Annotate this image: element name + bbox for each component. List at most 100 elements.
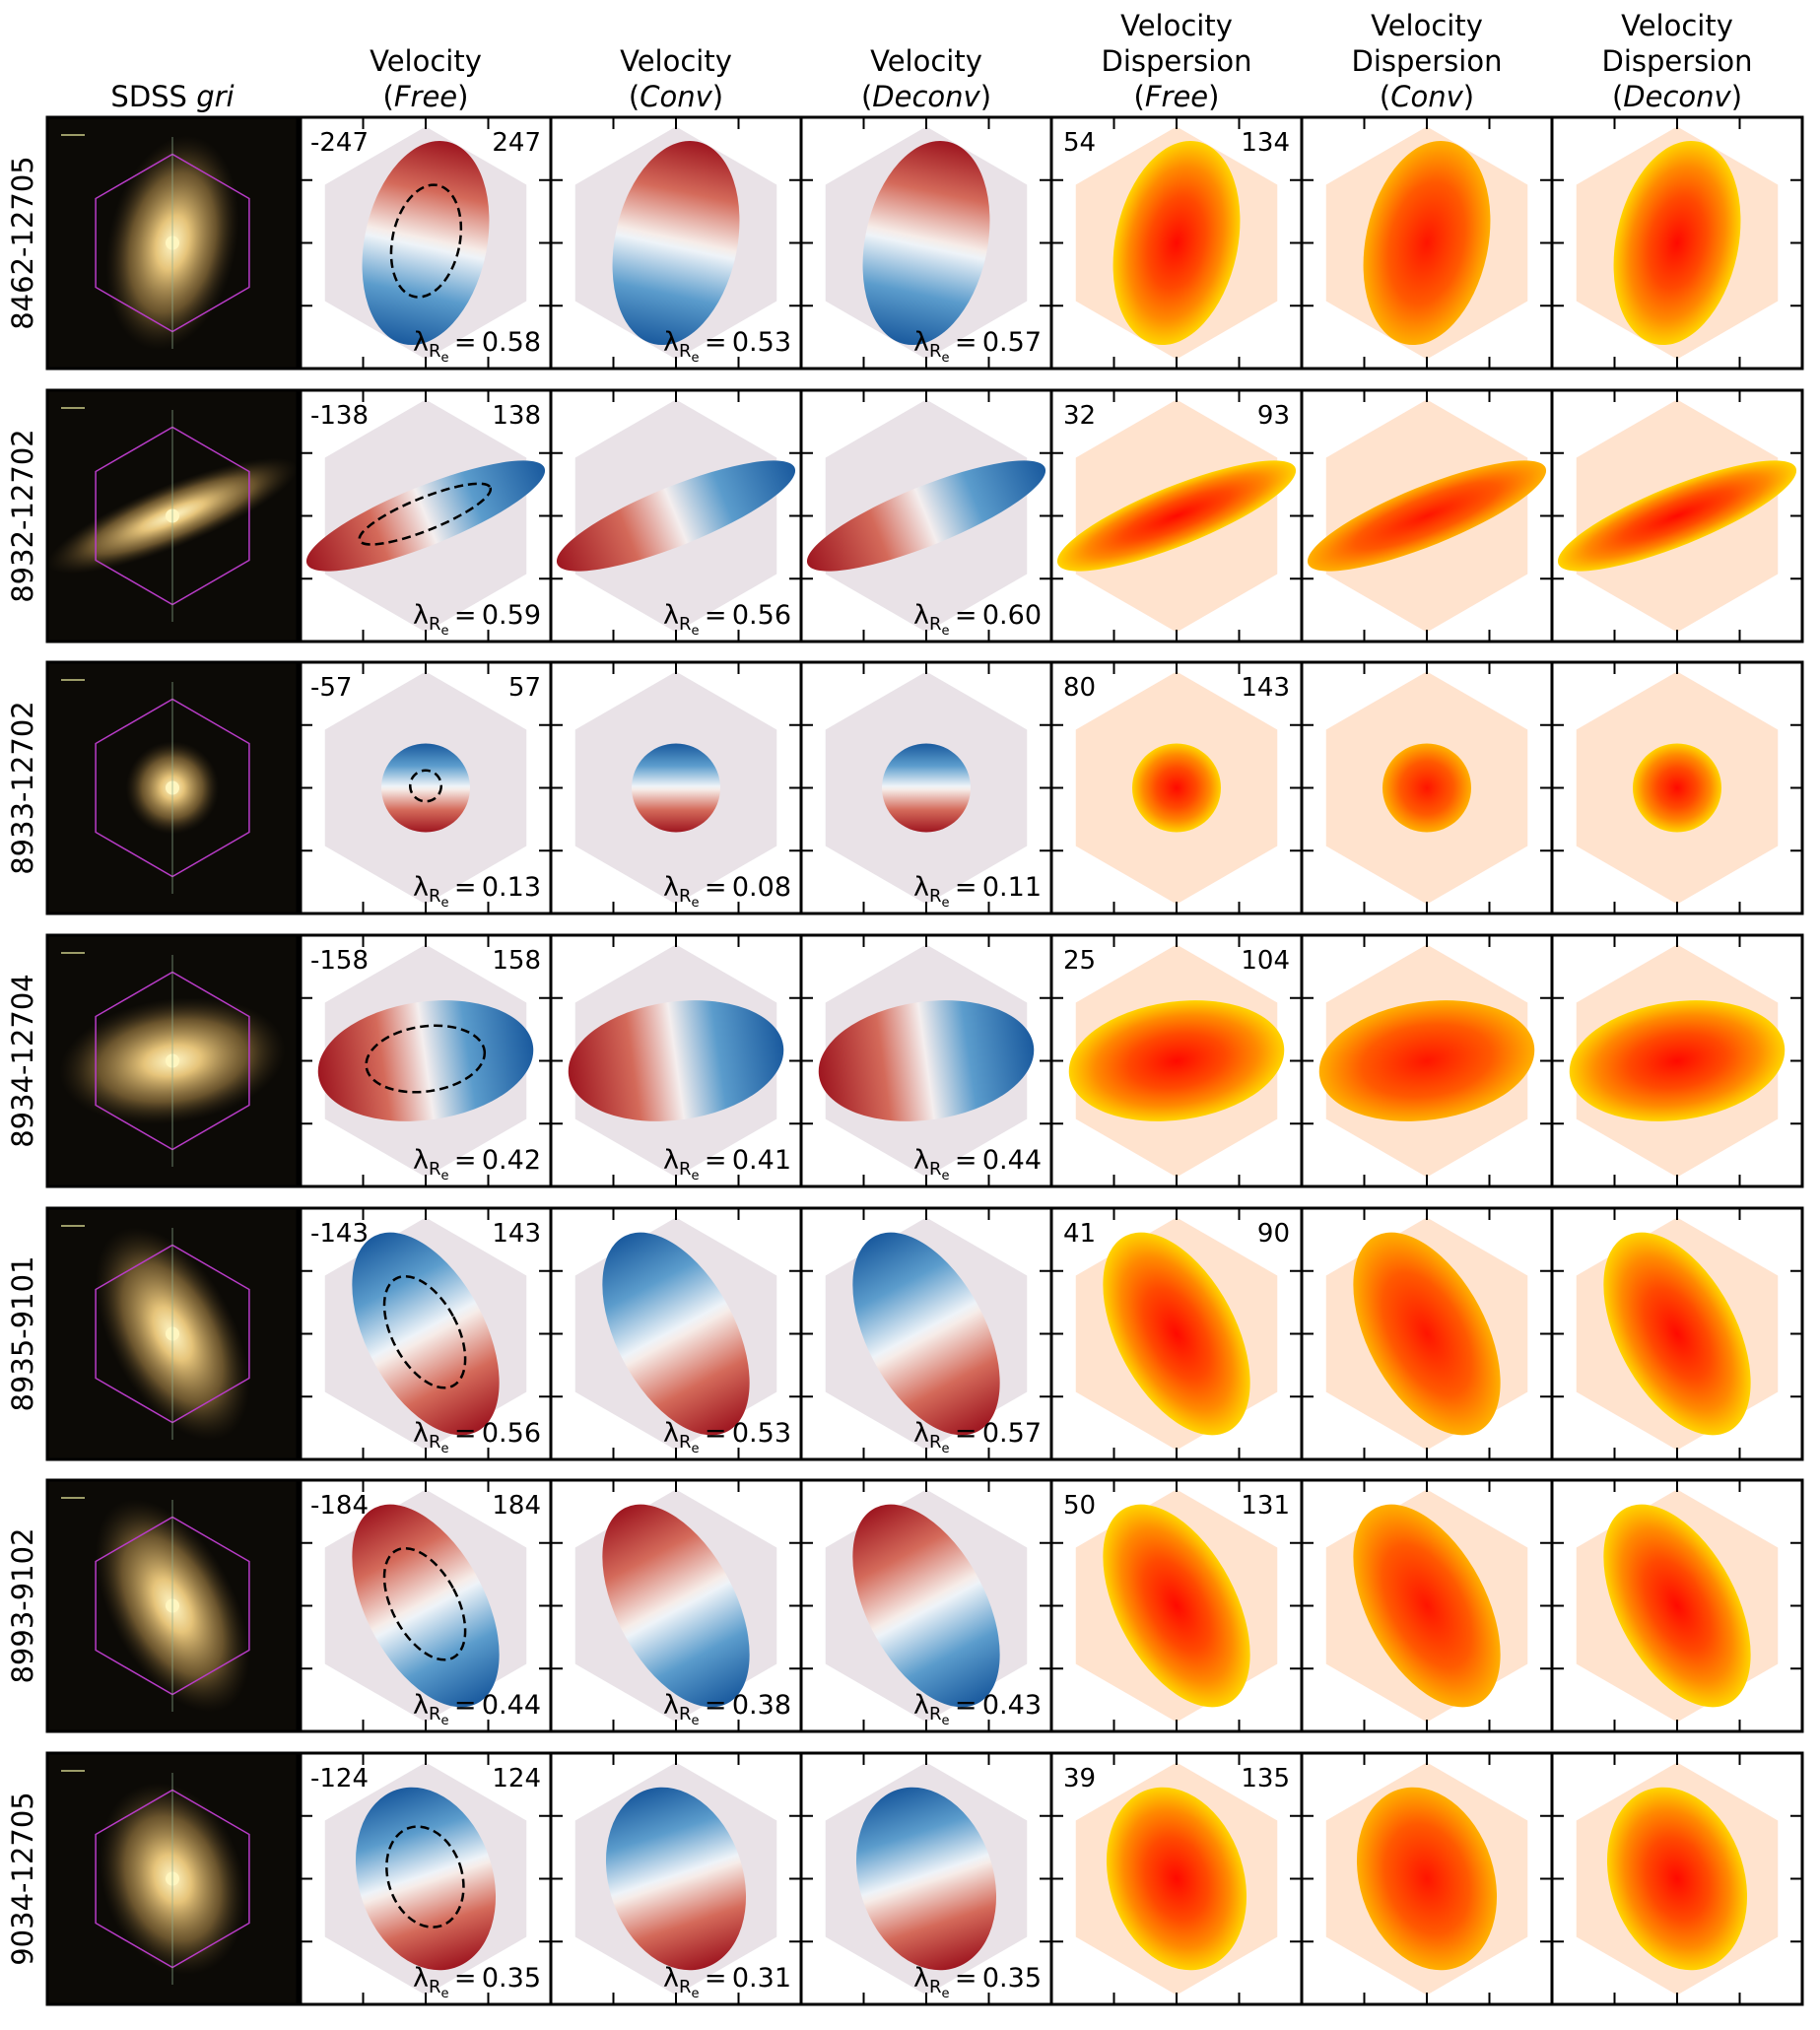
dispersion-map (1056, 460, 1297, 572)
velocity-max-label: 184 (492, 1491, 541, 1521)
lambda-re-label: λRe = 0.56 (663, 600, 791, 639)
dispersion-max-label: 134 (1241, 128, 1290, 158)
dispersion-min-label: 54 (1063, 128, 1096, 158)
velocity-max-label: 143 (492, 1219, 541, 1249)
lambda-re-label: λRe = 0.42 (413, 1145, 541, 1184)
lambda-re-label: λRe = 0.53 (663, 327, 791, 366)
panel-disp_free: 25 104 (1049, 933, 1304, 1188)
velocity-map (852, 1504, 1000, 1708)
panel-disp_free: 50 131 (1049, 1478, 1304, 1733)
re-ellipse (382, 1546, 467, 1661)
galaxy-row: 8932-12702 -138 138 λRe = 0.59 λRe = 0.56 λRe… (6, 388, 1804, 643)
dispersion-map (1103, 1232, 1250, 1436)
lambda-re-label: λRe = 0.13 (413, 872, 541, 911)
panel-disp_conv (1300, 115, 1554, 371)
row-label: 8934-12704 (6, 974, 39, 1148)
lambda-re-label: λRe = 0.35 (913, 1963, 1042, 2001)
lambda-re-label: λRe = 0.44 (913, 1145, 1042, 1184)
velocity-map (352, 1232, 500, 1436)
lambda-re-label: λRe = 0.31 (663, 1963, 791, 2001)
dispersion-map (1603, 1232, 1751, 1436)
velocity-min-label: -124 (310, 1764, 369, 1793)
panel-disp_free: 41 90 (1049, 1206, 1304, 1461)
panel-frame (45, 1206, 300, 1461)
panel-disp_deconv (1550, 388, 1804, 643)
panel-vel_conv: λRe = 0.53 (549, 115, 803, 371)
panel-sdss (45, 933, 300, 1188)
panel-disp_free: 80 143 (1049, 660, 1304, 915)
dispersion-map (1132, 743, 1221, 833)
panel-vel_deconv: λRe = 0.57 (799, 1206, 1053, 1461)
dispersion-map (1613, 140, 1741, 346)
dispersion-max-label: 143 (1241, 673, 1290, 703)
lambda-re-label: λRe = 0.11 (913, 872, 1042, 911)
galaxy-row: 8993-9102 -184 184 λRe = 0.44 λRe = 0.38 λRe … (6, 1478, 1804, 1733)
column-header-disp_conv: (Conv) (1380, 80, 1474, 113)
re-ellipse (358, 482, 493, 546)
velocity-min-label: -184 (310, 1491, 369, 1521)
lambda-re-label: λRe = 0.56 (413, 1418, 541, 1456)
row-label: 8993-9102 (6, 1527, 39, 1683)
panel-vel_conv: λRe = 0.53 (549, 1206, 803, 1461)
panel-vel_free: -143 143 λRe = 0.56 (299, 1206, 553, 1461)
panel-vel_deconv: λRe = 0.57 (799, 115, 1053, 371)
velocity-max-label: 124 (492, 1764, 541, 1793)
lambda-re-label: λRe = 0.53 (663, 1418, 791, 1456)
velocity-map (352, 1504, 500, 1708)
column-header-disp_free: Dispersion (1102, 44, 1252, 78)
lambda-re-label: λRe = 0.59 (413, 600, 541, 639)
lambda-re-label: λRe = 0.60 (913, 600, 1042, 639)
panel-sdss (45, 660, 300, 915)
row-label: 8933-12702 (6, 701, 39, 875)
dispersion-map (1103, 1504, 1250, 1708)
dispersion-map (1606, 1787, 1748, 1971)
column-header-vel_conv: (Conv) (629, 80, 723, 113)
velocity-max-label: 138 (492, 401, 541, 431)
panel-vel_free: -57 57 λRe = 0.13 (299, 660, 553, 915)
dispersion-map (1307, 460, 1547, 572)
panel-disp_deconv (1550, 933, 1804, 1188)
panel-vel_free: -124 124 λRe = 0.35 (299, 1751, 553, 2006)
panel-vel_conv: λRe = 0.41 (549, 933, 803, 1188)
panel-disp_free: 39 135 (1049, 1751, 1304, 2006)
velocity-max-label: 57 (508, 673, 541, 703)
panel-frame (45, 115, 300, 371)
panel-disp_conv (1300, 933, 1554, 1188)
lambda-re-label: λRe = 0.35 (413, 1963, 541, 2001)
velocity-map (605, 1787, 747, 1971)
re-ellipse (385, 1825, 465, 1928)
dispersion-map (1353, 1232, 1501, 1436)
panel-disp_conv (1300, 388, 1554, 643)
dispersion-map (1112, 140, 1241, 346)
panel-vel_free: -184 184 λRe = 0.44 (299, 1478, 553, 1733)
dispersion-max-label: 135 (1241, 1764, 1290, 1793)
panel-sdss (45, 1751, 300, 2006)
velocity-min-label: -158 (310, 946, 369, 976)
dispersion-min-label: 41 (1063, 1219, 1096, 1249)
dispersion-map (1106, 1787, 1247, 1971)
dispersion-map (1356, 1787, 1498, 1971)
panel-vel_deconv: λRe = 0.60 (799, 388, 1053, 643)
velocity-map (806, 460, 1046, 572)
velocity-map (882, 743, 971, 833)
row-label: 8462-12705 (6, 156, 39, 330)
panel-vel_conv: λRe = 0.31 (549, 1751, 803, 2006)
panel-sdss (45, 388, 300, 643)
panel-disp_conv (1300, 1751, 1554, 2006)
panel-sdss (45, 1478, 300, 1733)
galaxy-row: 8934-12704 -158 158 λRe = 0.42 λRe = 0.41 λRe… (6, 933, 1804, 1188)
panel-frame (45, 1478, 300, 1733)
dispersion-min-label: 50 (1063, 1491, 1096, 1521)
column-header-sdss: SDSS gri (110, 80, 234, 113)
column-header-disp_free: (Free) (1134, 80, 1220, 113)
galaxy-row: 8462-12705 -247 247 λRe = 0.58 λRe = 0.53 λRe… (6, 115, 1804, 371)
velocity-map (317, 1000, 534, 1121)
velocity-map (556, 460, 796, 572)
lambda-re-label: λRe = 0.57 (913, 1418, 1042, 1456)
column-header-vel_free: Velocity (370, 44, 482, 78)
dispersion-min-label: 39 (1063, 1764, 1096, 1793)
velocity-map (855, 1787, 997, 1971)
velocity-map (862, 140, 990, 346)
lambda-re-label: λRe = 0.57 (913, 327, 1042, 366)
dispersion-min-label: 25 (1063, 946, 1096, 976)
